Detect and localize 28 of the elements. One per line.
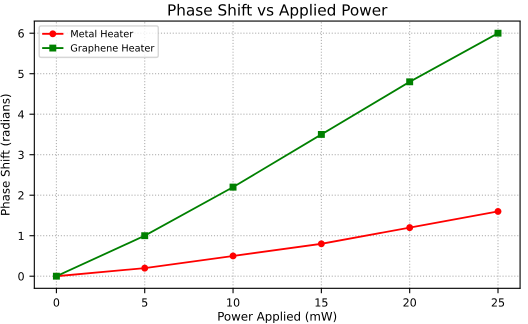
y-tick-label: 0 — [18, 272, 24, 281]
point — [406, 78, 414, 86]
y-tick-label: 1 — [18, 232, 24, 240]
x-tick-label: 25 — [492, 298, 504, 307]
point — [141, 264, 148, 272]
point — [141, 232, 148, 240]
y-tick-label: 2 — [18, 191, 24, 200]
point — [318, 130, 325, 138]
y-axis-title: Phase Shift (radians) — [0, 94, 12, 215]
legend-label: Metal Heater — [71, 30, 134, 38]
y-tick-label: 4 — [18, 110, 24, 118]
point — [230, 184, 237, 191]
point — [494, 30, 502, 37]
point — [494, 208, 502, 215]
y-tick-label: 3 — [18, 150, 24, 160]
x-axis-title: Power Applied (mW) — [218, 312, 336, 324]
x-tick-label: 20 — [403, 298, 416, 307]
chart-title: Phase Shift vs Applied Power — [168, 4, 388, 19]
x-tick-label: 10 — [227, 298, 240, 307]
legend-label: Graphene Heater — [70, 44, 154, 54]
x-tick-label: 0 — [54, 298, 60, 307]
point — [406, 224, 414, 232]
y-tick-label: 5 — [18, 70, 24, 78]
x-tick-label: 5 — [142, 298, 148, 307]
x-tick-label: 15 — [316, 298, 328, 307]
y-tick-label: 6 — [18, 29, 24, 38]
point — [318, 240, 325, 248]
point — [230, 252, 237, 260]
